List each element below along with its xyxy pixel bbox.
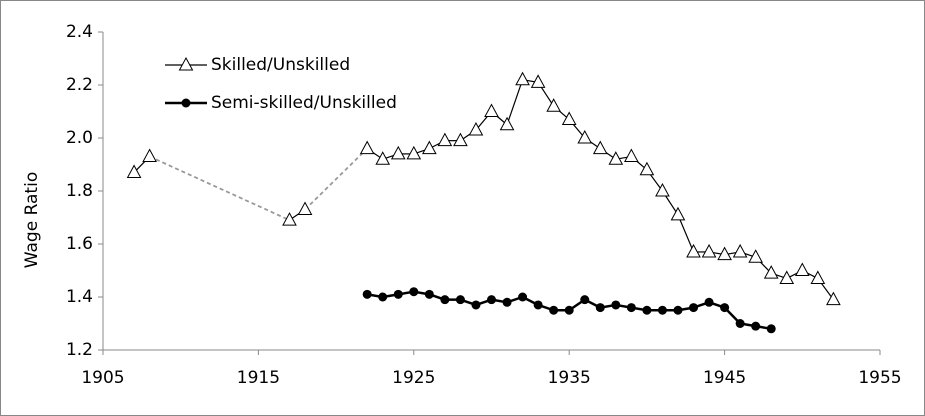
marker bbox=[655, 182, 670, 197]
marker bbox=[748, 249, 764, 263]
y-tick-label: 2.2 bbox=[66, 75, 93, 95]
marker bbox=[533, 300, 543, 310]
marker bbox=[564, 305, 574, 315]
marker bbox=[484, 103, 499, 117]
marker bbox=[624, 148, 639, 163]
marker bbox=[142, 148, 157, 163]
x-tick-label: 1935 bbox=[548, 368, 591, 388]
marker bbox=[487, 295, 496, 305]
legend-marker bbox=[181, 98, 191, 108]
marker bbox=[440, 295, 450, 305]
marker bbox=[549, 305, 559, 315]
marker bbox=[670, 206, 686, 221]
series-line bbox=[677, 214, 695, 253]
marker bbox=[626, 303, 636, 313]
gap-line bbox=[304, 147, 368, 211]
marker bbox=[704, 297, 714, 307]
marker bbox=[471, 300, 481, 310]
marker bbox=[561, 111, 577, 125]
marker bbox=[518, 292, 528, 302]
marker bbox=[546, 98, 561, 112]
marker bbox=[437, 132, 453, 147]
marker bbox=[779, 270, 795, 284]
marker bbox=[422, 140, 437, 155]
marker bbox=[375, 151, 391, 165]
marker bbox=[453, 132, 468, 147]
marker bbox=[126, 164, 142, 178]
marker bbox=[390, 145, 406, 160]
marker bbox=[515, 71, 530, 86]
marker bbox=[409, 287, 419, 297]
marker bbox=[577, 129, 593, 144]
marker bbox=[362, 289, 372, 299]
marker bbox=[502, 297, 512, 307]
marker bbox=[689, 303, 699, 313]
x-tick-label: 1905 bbox=[81, 368, 124, 388]
marker bbox=[717, 246, 732, 261]
x-tick-label: 1955 bbox=[858, 368, 901, 388]
y-axis-label: Wage Ratio bbox=[22, 172, 42, 268]
marker bbox=[530, 74, 546, 88]
x-tick-label: 1945 bbox=[703, 368, 746, 388]
y-tick-label: 1.6 bbox=[66, 234, 93, 254]
y-tick-label: 1.4 bbox=[66, 287, 93, 307]
marker bbox=[720, 303, 730, 313]
marker bbox=[359, 140, 375, 155]
marker bbox=[595, 303, 605, 313]
marker bbox=[297, 201, 313, 216]
marker bbox=[766, 324, 776, 334]
marker bbox=[639, 161, 655, 176]
marker bbox=[732, 243, 748, 258]
marker bbox=[810, 270, 826, 284]
y-tick-label: 1.8 bbox=[66, 181, 93, 201]
y-tick-label: 1.2 bbox=[66, 340, 93, 360]
series-line bbox=[506, 79, 524, 125]
marker bbox=[794, 262, 810, 276]
marker bbox=[592, 140, 608, 155]
marker bbox=[701, 243, 717, 258]
marker bbox=[468, 122, 484, 136]
x-tick-label: 1915 bbox=[237, 368, 280, 388]
marker bbox=[378, 292, 388, 302]
x-tick-label: 1925 bbox=[392, 368, 435, 388]
marker bbox=[611, 300, 621, 310]
legend-label: Semi-skilled/Unskilled bbox=[211, 93, 397, 113]
marker bbox=[455, 295, 465, 305]
legend-marker bbox=[178, 56, 194, 71]
marker bbox=[393, 289, 403, 299]
gap-line bbox=[149, 155, 290, 221]
marker bbox=[657, 305, 667, 315]
marker bbox=[686, 243, 701, 258]
marker bbox=[282, 212, 297, 226]
marker bbox=[406, 145, 422, 160]
legend-label: Skilled/Unskilled bbox=[211, 55, 350, 75]
marker bbox=[826, 291, 841, 306]
marker bbox=[499, 116, 515, 131]
y-tick-label: 2.0 bbox=[66, 128, 93, 148]
marker bbox=[424, 289, 434, 299]
marker bbox=[642, 305, 652, 315]
y-tick-label: 2.4 bbox=[66, 22, 93, 42]
marker bbox=[735, 319, 745, 328]
marker bbox=[580, 295, 590, 305]
marker bbox=[751, 321, 761, 331]
marker bbox=[673, 305, 683, 315]
marker bbox=[608, 151, 624, 165]
marker bbox=[763, 265, 779, 279]
